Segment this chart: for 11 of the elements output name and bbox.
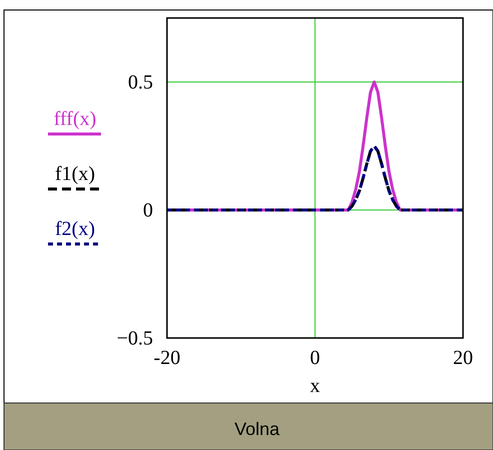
y-tick-label: 0.5 [128, 71, 153, 94]
text: f2(x) [55, 218, 95, 240]
text: fff(x) [54, 108, 96, 130]
x-tick-label: 0 [310, 347, 320, 370]
x-tick-label: -20 [154, 347, 180, 370]
text: f1(x) [55, 163, 95, 185]
x-tick-label: 20 [453, 347, 473, 370]
text: Volna [234, 419, 281, 439]
y-tick-label: −0.5 [116, 327, 153, 350]
y-tick-label: 0 [143, 199, 153, 222]
x-axis-title: x [310, 375, 320, 397]
